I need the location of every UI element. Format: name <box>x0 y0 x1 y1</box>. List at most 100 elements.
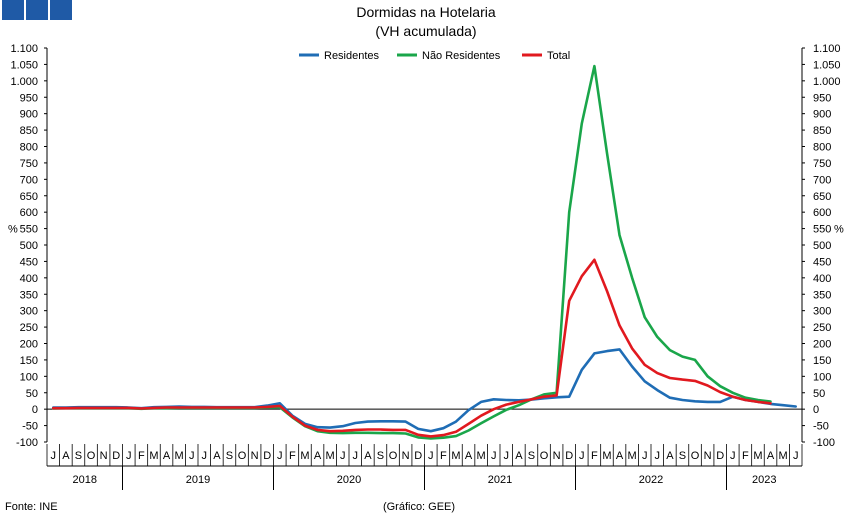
plot-lines <box>51 64 798 440</box>
x-month-label: F <box>440 450 447 462</box>
x-month-label: J <box>730 450 736 462</box>
y-tick-label-right: 300 <box>813 306 831 318</box>
legend-label: Total <box>547 50 570 62</box>
x-month-label: N <box>553 450 561 462</box>
y-tick-label-right: 1.050 <box>813 59 841 71</box>
x-month-label: S <box>226 450 233 462</box>
y-tick-label-left: 1.000 <box>10 76 38 88</box>
x-month-label: J <box>189 450 195 462</box>
x-month-label: A <box>314 450 322 462</box>
chart-subtitle: (VH acumulada) <box>375 23 476 39</box>
x-month-label: S <box>679 450 686 462</box>
x-month-label: M <box>451 450 460 462</box>
x-month-label: M <box>477 450 486 462</box>
y-tick-label-left: 900 <box>20 109 38 121</box>
y-tick-label-left: 600 <box>20 207 38 219</box>
x-month-label: A <box>62 450 70 462</box>
source-note: Fonte: INE <box>5 501 58 513</box>
y-tick-label-left: 1.050 <box>10 59 38 71</box>
y-tick-label-left: 950 <box>20 92 38 104</box>
y-tick-label-left: 100 <box>20 371 38 383</box>
y-tick-label-right: 800 <box>813 142 831 154</box>
x-month-label: F <box>591 450 598 462</box>
credit-note: (Gráfico: GEE) <box>383 501 455 513</box>
y-tick-label-left: 1.100 <box>10 43 38 55</box>
x-month-label: J <box>491 450 497 462</box>
y-tick-label-right: 1.000 <box>813 76 841 88</box>
x-month-label: M <box>326 450 335 462</box>
y-tick-label-left: 800 <box>20 142 38 154</box>
y-tick-label-right: 100 <box>813 371 831 383</box>
y-axis-left: -100 -50 0 50 100 150 200 250 300 350 400 450 500 550… <box>10 43 48 449</box>
x-month-label: A <box>465 450 473 462</box>
x-month-label: J <box>579 450 585 462</box>
y-tick-label-right: -100 <box>813 437 835 449</box>
x-month-label: A <box>163 450 171 462</box>
x-month-label: J <box>340 450 346 462</box>
x-month-label: J <box>642 450 648 462</box>
chart-title: Dormidas na Hotelaria <box>356 4 495 20</box>
y-tick-label-left: 700 <box>20 174 38 186</box>
legend: Residentes Não Residentes Total <box>299 50 570 62</box>
y-tick-label-right: 1.100 <box>813 43 841 55</box>
x-month-label: A <box>666 450 674 462</box>
x-month-label: F <box>138 450 145 462</box>
x-month-label: M <box>149 450 158 462</box>
y-tick-label-right: -50 <box>813 421 829 433</box>
x-month-label: N <box>704 450 712 462</box>
x-month-label: D <box>565 450 573 462</box>
y-tick-label-right: 50 <box>813 388 825 400</box>
x-month-label: J <box>655 450 661 462</box>
x-month-label: D <box>263 450 271 462</box>
x-month-label: D <box>716 450 724 462</box>
x-month-label: A <box>515 450 523 462</box>
x-month-label: M <box>779 450 788 462</box>
series-line-nao-residentes <box>51 64 772 440</box>
header-tile <box>26 0 48 20</box>
x-month-label: J <box>277 450 283 462</box>
x-month-label: F <box>289 450 296 462</box>
x-month-label: M <box>602 450 611 462</box>
x-year-label: 2023 <box>752 474 776 486</box>
series-line-total <box>51 258 772 438</box>
y-tick-label-left: 750 <box>20 158 38 170</box>
x-month-label: J <box>51 450 57 462</box>
x-month-label: J <box>202 450 208 462</box>
y-tick-label-left: 650 <box>20 191 38 203</box>
x-month-label: D <box>414 450 422 462</box>
x-year-label: 2018 <box>73 474 97 486</box>
x-month-label: O <box>540 450 549 462</box>
x-month-label: N <box>100 450 108 462</box>
x-month-label: O <box>87 450 96 462</box>
y-tick-label-right: 650 <box>813 191 831 203</box>
y-tick-label-right: 150 <box>813 355 831 367</box>
y-tick-label-right: 200 <box>813 339 831 351</box>
y-tick-label-right: 850 <box>813 125 831 137</box>
y-axis-label-left: % <box>8 224 18 236</box>
y-tick-label-left: 150 <box>20 355 38 367</box>
x-month-label: O <box>389 450 398 462</box>
x-month-label: S <box>377 450 384 462</box>
x-year-label: 2019 <box>186 474 210 486</box>
x-month-label: J <box>504 450 510 462</box>
x-month-label: J <box>126 450 132 462</box>
header-tile <box>50 0 72 20</box>
y-tick-label-right: 600 <box>813 207 831 219</box>
x-month-label: A <box>213 450 221 462</box>
y-tick-label-left: -50 <box>22 421 38 433</box>
legend-label: Não Residentes <box>422 50 501 62</box>
y-tick-label-right: 0 <box>813 404 819 416</box>
y-tick-label-right: 550 <box>813 224 831 236</box>
x-month-label: M <box>300 450 309 462</box>
y-axis-right: -100 -50 0 50 100 150 200 250 300 350 400 450 500 550… <box>801 43 841 449</box>
x-month-label: A <box>616 450 624 462</box>
x-year-label: 2021 <box>488 474 512 486</box>
y-tick-label-left: 450 <box>20 256 38 268</box>
x-month-label: O <box>691 450 700 462</box>
y-tick-label-left: 250 <box>20 322 38 334</box>
y-tick-label-right: 900 <box>813 109 831 121</box>
y-tick-label-left: 550 <box>20 224 38 236</box>
x-year-label: 2020 <box>337 474 361 486</box>
